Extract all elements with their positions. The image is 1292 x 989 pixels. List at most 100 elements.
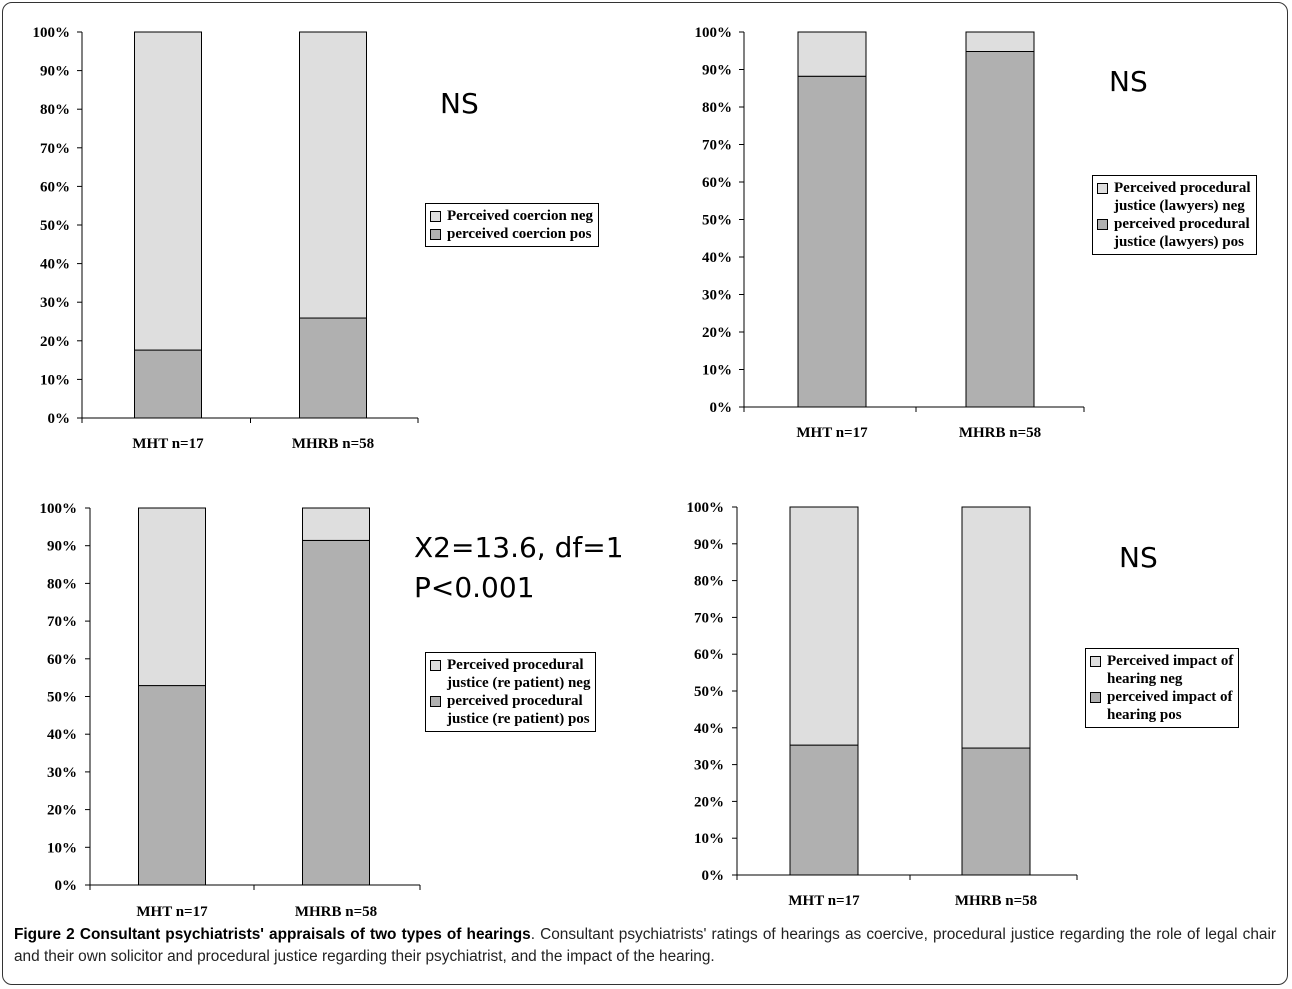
y-tick-label: 80% — [702, 100, 732, 116]
y-tick-label: 10% — [702, 363, 732, 379]
y-tick-label: 10% — [47, 840, 77, 856]
y-tick-label: 40% — [47, 727, 77, 743]
bar-segment-pos — [138, 685, 206, 886]
x-category-label: MHRB n=58 — [295, 904, 377, 920]
legend-label-neg: Perceived coercion neg — [447, 208, 594, 224]
bar-segment-neg — [797, 31, 867, 77]
x-category-label: MHT n=17 — [132, 436, 204, 452]
y-tick-label: 80% — [47, 576, 77, 592]
annotation-impact: NS — [1119, 541, 1158, 574]
y-tick-label: 90% — [694, 537, 724, 553]
legend-item-neg: Perceived procedural justice (lawyers) n… — [1097, 179, 1251, 215]
legend-label-neg: Perceived procedural justice (lawyers) n… — [1114, 180, 1251, 214]
y-tick-label: 60% — [694, 647, 724, 663]
y-tick-label: 50% — [47, 690, 77, 706]
chart-panel-re-patient: 0% 10% 20% 30% 40% 50% 60% 70% 80% 90% 100% MHT n=1… — [0, 470, 640, 920]
bar-segment-neg — [302, 507, 370, 541]
legend-item-pos: perceived procedural justice (lawyers) p… — [1097, 215, 1251, 251]
legend-label-pos: perceived impact of hearing pos — [1107, 689, 1233, 723]
swatch-pos-icon — [1097, 219, 1108, 230]
caption-text: . Consultant psychiatrists' ratings of h… — [14, 926, 1276, 965]
y-tick-label: 80% — [40, 102, 70, 118]
x-category-label: MHT n=17 — [136, 904, 208, 920]
y-tick-label: 60% — [47, 652, 77, 668]
caption-title: Figure 2 Consultant psychiatrists' appra… — [14, 926, 531, 943]
y-tick-label: 70% — [694, 610, 724, 626]
chart-panel-coercion: 0% 10% 20% 30% 40% 50% 60% 70% 80% 90% 100% MHT n=1… — [0, 0, 640, 470]
bar-segment-pos — [134, 349, 202, 419]
y-tick-label: 100% — [40, 501, 78, 517]
legend-label-pos: perceived procedural justice (lawyers) p… — [1114, 216, 1250, 250]
legend-label-neg: Perceived procedural justice (re patient… — [447, 657, 591, 691]
chart-lawyers: 0% 10% 20% 30% 40% 50% 60% 70% 80% 90% 100% MHT n=1… — [695, 25, 1085, 441]
annotation-coercion: NS — [440, 87, 479, 120]
swatch-pos-icon — [430, 229, 441, 240]
y-tick-label: 90% — [40, 64, 70, 80]
y-tick-label: 90% — [702, 63, 732, 79]
y-tick-label: 40% — [694, 721, 724, 737]
y-tick-label: 20% — [40, 334, 70, 350]
y-tick-label: 10% — [694, 831, 724, 847]
y-tick-label: 0% — [55, 878, 78, 894]
legend-label-neg: Perceived impact of hearing neg — [1107, 653, 1234, 687]
y-tick-label: 20% — [694, 794, 724, 810]
figure-caption: Figure 2 Consultant psychiatrists' appra… — [14, 924, 1276, 968]
legend-label-pos: perceived coercion pos — [447, 226, 592, 242]
legend-item-pos: perceived impact of hearing pos — [1090, 688, 1233, 724]
legend-item-neg: Perceived procedural justice (re patient… — [430, 656, 590, 692]
y-tick-label: 10% — [40, 372, 70, 388]
y-tick-label: 80% — [694, 574, 724, 590]
bar-segment-pos — [965, 51, 1035, 408]
x-category-label: MHRB n=58 — [959, 425, 1041, 441]
legend-lawyers: Perceived procedural justice (lawyers) n… — [1092, 175, 1257, 255]
y-tick-label: 20% — [47, 803, 77, 819]
legend-item-pos: perceived coercion pos — [430, 225, 593, 243]
legend-label-pos: perceived procedural justice (re patient… — [447, 693, 590, 727]
chart-impact: 0% 10% 20% 30% 40% 50% 60% 70% 80% 90% 100% MHT n=1… — [687, 500, 1078, 909]
bar-segment-neg — [789, 506, 859, 746]
chart-re-patient: 0% 10% 20% 30% 40% 50% 60% 70% 80% 90% 100% MHT n=1… — [40, 501, 421, 920]
x-category-label: MHRB n=58 — [955, 893, 1037, 909]
swatch-neg-icon — [430, 660, 441, 671]
bar-segment-neg — [299, 31, 367, 319]
y-tick-label: 30% — [40, 295, 70, 311]
legend-coercion: Perceived coercion neg perceived coercio… — [425, 203, 600, 247]
bar-segment-pos — [797, 75, 867, 408]
y-tick-label: 70% — [702, 138, 732, 154]
legend-item-neg: Perceived impact of hearing neg — [1090, 652, 1233, 688]
y-tick-label: 20% — [702, 325, 732, 341]
y-tick-label: 60% — [40, 179, 70, 195]
bar-segment-pos — [299, 317, 367, 419]
y-tick-label: 0% — [48, 411, 71, 427]
bar-segment-neg — [138, 507, 206, 687]
legend-re-patient: Perceived procedural justice (re patient… — [425, 652, 597, 732]
swatch-pos-icon — [1090, 692, 1101, 703]
swatch-neg-icon — [430, 211, 441, 222]
y-tick-label: 30% — [702, 288, 732, 304]
swatch-pos-icon — [430, 696, 441, 707]
x-category-label: MHRB n=58 — [292, 436, 374, 452]
y-tick-label: 40% — [702, 250, 732, 266]
y-tick-label: 70% — [47, 614, 77, 630]
y-tick-label: 30% — [694, 758, 724, 774]
y-tick-label: 50% — [40, 218, 70, 234]
legend-impact: Perceived impact of hearing neg perceive… — [1085, 648, 1240, 728]
x-category-label: MHT n=17 — [796, 425, 868, 441]
chart-panel-lawyers: 0% 10% 20% 30% 40% 50% 60% 70% 80% 90% 100% MHT n=1… — [640, 0, 1292, 470]
bar-segment-neg — [961, 506, 1031, 749]
bar-segment-neg — [134, 31, 202, 351]
bar-segment-pos — [302, 539, 370, 886]
bar-segment-neg — [965, 31, 1035, 52]
y-tick-label: 30% — [47, 765, 77, 781]
x-category-label: MHT n=17 — [788, 893, 860, 909]
legend-item-pos: perceived procedural justice (re patient… — [430, 692, 590, 728]
swatch-neg-icon — [1097, 183, 1108, 194]
chart-panel-impact: 0% 10% 20% 30% 40% 50% 60% 70% 80% 90% 100% MHT n=1… — [640, 470, 1292, 920]
swatch-neg-icon — [1090, 656, 1101, 667]
y-tick-label: 50% — [702, 213, 732, 229]
bar-segment-pos — [961, 747, 1031, 876]
y-tick-label: 90% — [47, 539, 77, 555]
y-tick-label: 100% — [33, 25, 71, 41]
annotation-re-patient: X2=13.6, df=1 P<0.001 — [414, 531, 624, 604]
